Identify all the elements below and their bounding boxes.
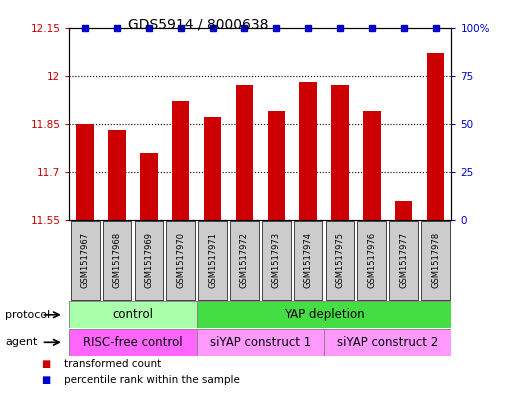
Text: GSM1517969: GSM1517969 bbox=[144, 232, 153, 288]
Bar bbox=[103, 221, 131, 300]
Text: GSM1517974: GSM1517974 bbox=[304, 232, 312, 288]
Bar bbox=[196, 329, 324, 356]
Bar bbox=[331, 85, 349, 220]
Text: control: control bbox=[112, 308, 153, 321]
Bar bbox=[267, 111, 285, 220]
Text: percentile rank within the sample: percentile rank within the sample bbox=[64, 375, 240, 385]
Bar bbox=[358, 221, 386, 300]
Text: transformed count: transformed count bbox=[64, 358, 162, 369]
Text: siYAP construct 2: siYAP construct 2 bbox=[337, 336, 439, 349]
Text: protocol: protocol bbox=[5, 310, 50, 320]
Bar bbox=[363, 111, 381, 220]
Bar bbox=[140, 152, 157, 220]
Text: YAP depletion: YAP depletion bbox=[284, 308, 364, 321]
Text: GSM1517972: GSM1517972 bbox=[240, 232, 249, 288]
Bar bbox=[421, 221, 450, 300]
Bar bbox=[204, 118, 221, 220]
Bar bbox=[300, 82, 317, 220]
Bar bbox=[69, 329, 196, 356]
Text: GSM1517973: GSM1517973 bbox=[272, 232, 281, 288]
Text: agent: agent bbox=[5, 337, 37, 347]
Bar bbox=[134, 221, 163, 300]
Text: GSM1517970: GSM1517970 bbox=[176, 232, 185, 288]
Text: GSM1517978: GSM1517978 bbox=[431, 232, 440, 288]
Text: ■: ■ bbox=[41, 375, 50, 385]
Text: GSM1517977: GSM1517977 bbox=[399, 232, 408, 288]
Bar bbox=[324, 329, 451, 356]
Text: GSM1517971: GSM1517971 bbox=[208, 232, 217, 288]
Bar bbox=[262, 221, 290, 300]
Text: ■: ■ bbox=[41, 358, 50, 369]
Text: GDS5914 / 8000638: GDS5914 / 8000638 bbox=[128, 18, 269, 32]
Bar bbox=[71, 221, 100, 300]
Bar bbox=[326, 221, 354, 300]
Bar bbox=[198, 221, 227, 300]
Bar bbox=[69, 301, 196, 328]
Text: GSM1517976: GSM1517976 bbox=[367, 232, 377, 288]
Text: GSM1517967: GSM1517967 bbox=[81, 232, 90, 288]
Bar bbox=[235, 85, 253, 220]
Text: GSM1517968: GSM1517968 bbox=[112, 232, 122, 288]
Bar bbox=[196, 301, 451, 328]
Bar bbox=[395, 201, 412, 220]
Bar bbox=[294, 221, 323, 300]
Bar bbox=[172, 101, 189, 220]
Text: RISC-free control: RISC-free control bbox=[83, 336, 183, 349]
Bar bbox=[427, 53, 444, 220]
Bar bbox=[108, 130, 126, 220]
Text: siYAP construct 1: siYAP construct 1 bbox=[210, 336, 311, 349]
Bar bbox=[389, 221, 418, 300]
Text: GSM1517975: GSM1517975 bbox=[336, 232, 344, 288]
Bar bbox=[166, 221, 195, 300]
Bar bbox=[230, 221, 259, 300]
Bar bbox=[76, 124, 94, 220]
